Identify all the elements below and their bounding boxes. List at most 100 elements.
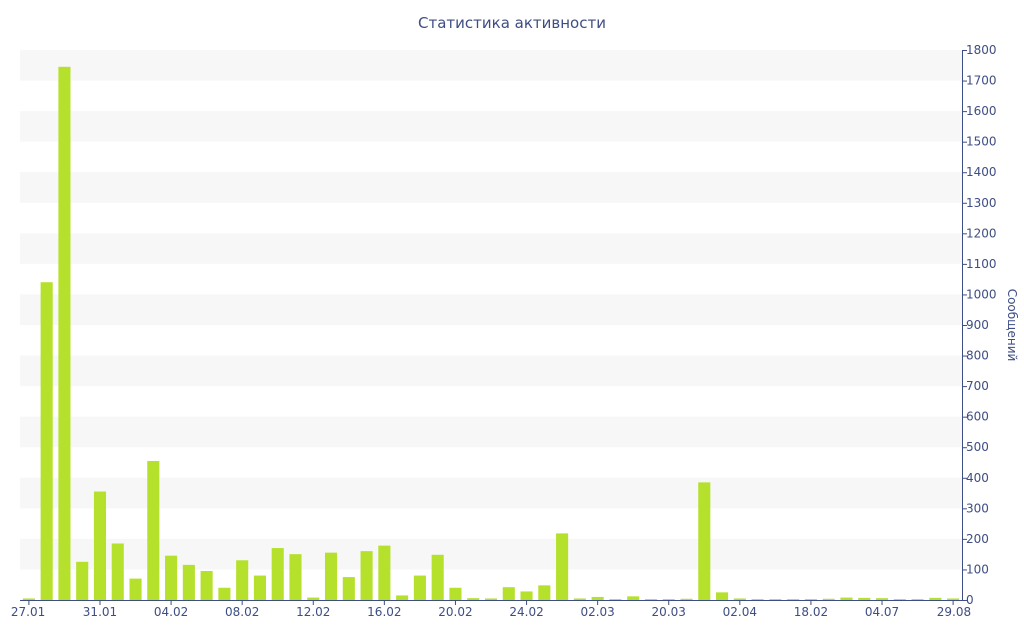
bar [147,460,160,600]
bar [573,598,586,600]
x-tick-label: 27.01 [11,605,45,619]
y-tick-label: 700 [966,379,989,393]
bar [360,551,373,600]
y-tick-label: 1600 [966,104,997,118]
bar [342,577,355,600]
bar [76,561,89,600]
bar [733,598,746,600]
bar [111,543,124,600]
bar [644,599,658,600]
bar [804,599,817,600]
bars [22,66,960,600]
bar [769,599,782,600]
y-tick-label: 300 [966,501,989,515]
bar [253,575,266,600]
bar [875,598,889,600]
x-tick-label: 20.02 [438,605,472,619]
bar [431,554,444,600]
x-tick-label: 24.02 [509,605,543,619]
y-tick-label: 0 [966,593,974,607]
bar [129,578,142,600]
y-tick-labels: 0 100 200 300 400 500 600 700 800 900 1000 1100 1200… [962,43,997,607]
x-tick-label: 18.02 [794,605,828,619]
bar [413,575,426,600]
y-tick-label: 400 [966,471,989,485]
y-tick-label: 1200 [966,226,997,240]
y-tick-label: 800 [966,349,989,363]
bar [662,599,675,600]
x-tick-label: 31.01 [83,605,117,619]
bar [929,597,942,600]
grid-band [20,355,962,387]
y-tick-label: 1100 [966,257,997,271]
bar [324,552,338,600]
bar [609,599,622,600]
bar [627,596,640,600]
x-tick-label: 29.08 [937,605,971,619]
x-tick-label: 12.02 [296,605,330,619]
grid-band [20,538,962,570]
y-tick-label: 100 [966,562,989,576]
bar [893,599,906,600]
bar [396,595,409,600]
x-tick-label: 04.02 [154,605,188,619]
y-tick-label: 1300 [966,196,997,210]
bar [40,282,53,600]
bar [840,597,853,600]
bar [22,598,35,600]
bar [520,591,533,600]
x-tick-label: 02.03 [580,605,614,619]
x-tick-label: 20.03 [652,605,686,619]
bar [680,598,693,600]
bar [271,548,284,600]
bar [556,533,569,600]
y-tick-label: 1000 [966,287,997,301]
bar [538,585,551,600]
y-tick-label: 900 [966,318,989,332]
bar [467,598,480,600]
bar [787,599,800,600]
y-tick-label: 1400 [966,165,997,179]
bar [502,587,515,600]
grid-band [20,111,962,142]
grid-band [20,172,962,203]
bar [947,598,960,600]
bar [182,564,195,600]
bar [93,491,107,600]
y-axis-label: Сообщений [1005,289,1019,362]
bar [218,587,231,600]
bar [751,599,764,600]
bar [449,587,462,600]
bar [200,570,213,600]
x-tick-label: 02.04 [723,605,757,619]
bar [165,555,178,600]
x-tick-label: 16.02 [367,605,401,619]
bar [236,560,249,600]
y-tick-label: 600 [966,410,989,424]
y-tick-label: 1500 [966,135,997,149]
bar [289,554,302,600]
bar [307,597,320,600]
bar [484,598,498,600]
bar [716,592,729,600]
bar [858,597,871,600]
y-tick-label: 200 [966,532,989,546]
grid-band [20,233,962,264]
grid-band [20,50,962,81]
y-tick-label: 1800 [966,43,997,57]
grid-band [20,477,962,509]
bar [698,482,711,600]
chart-title: Статистика активности [418,14,606,32]
bar [591,596,604,600]
grid-band [20,294,962,325]
y-tick-label: 1700 [966,74,997,88]
x-tick-label: 04.07 [865,605,899,619]
bar [378,545,391,600]
x-tick-label: 08.02 [225,605,259,619]
y-tick-label: 500 [966,440,989,454]
grid-bands [20,50,962,570]
bar [911,599,924,600]
grid-band [20,416,962,448]
